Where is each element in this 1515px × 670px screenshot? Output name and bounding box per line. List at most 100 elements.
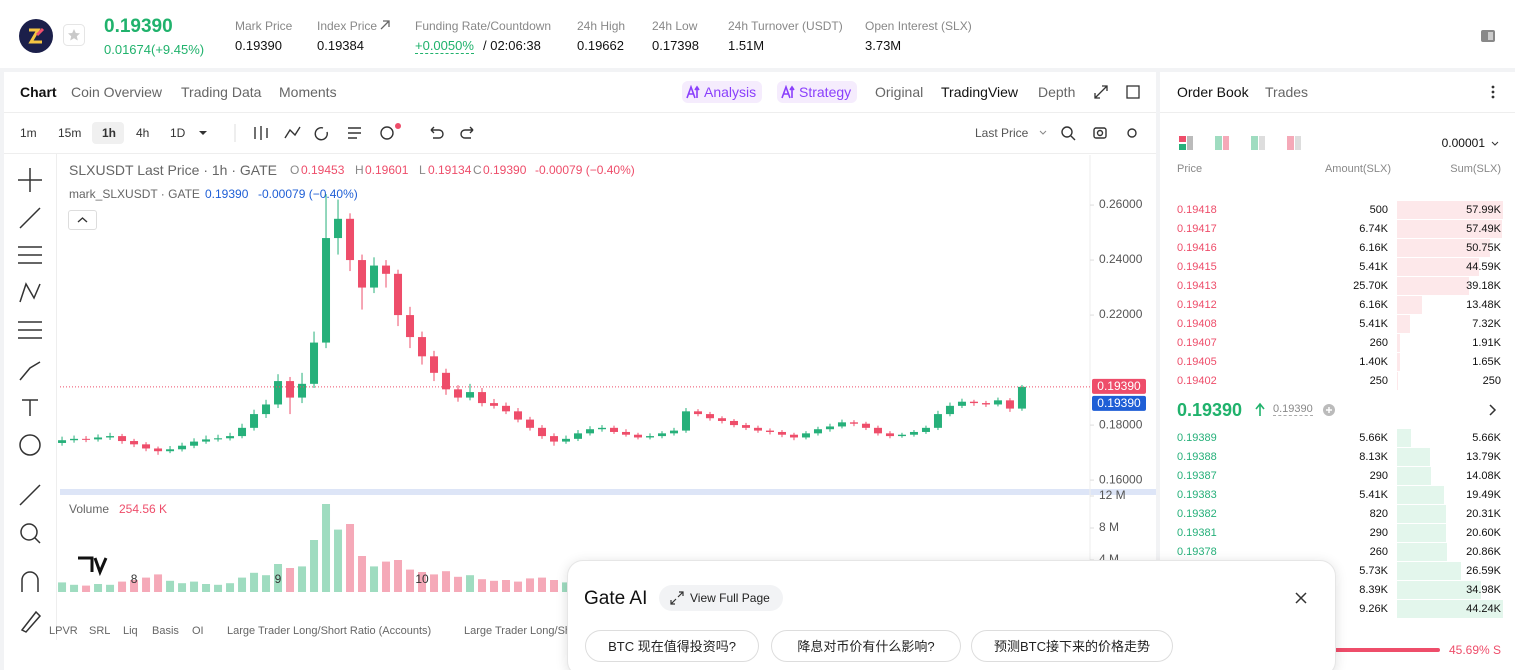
suggestion-chip[interactable]: BTC 现在值得投资吗? xyxy=(585,630,759,662)
suggestion-chip[interactable]: 降息对币价有什么影响? xyxy=(771,630,961,662)
volume-bar xyxy=(538,577,547,592)
candle-body xyxy=(705,414,714,419)
window-icons[interactable] xyxy=(1093,84,1143,100)
book-price: 0.19405 xyxy=(1177,355,1217,368)
interval[interactable]: 4h xyxy=(136,126,150,140)
volume-bar xyxy=(262,575,271,592)
book-price: 0.19418 xyxy=(1177,203,1217,216)
candle-body xyxy=(657,433,666,437)
external-link-icon[interactable] xyxy=(380,20,390,30)
volume-bar xyxy=(118,581,127,592)
suggestion-label: 降息对币价有什么影响? xyxy=(797,638,935,654)
candle-body xyxy=(262,404,271,415)
candle-body xyxy=(909,431,918,435)
chart-tab[interactable]: Chart xyxy=(20,84,57,100)
book-price: 0.19416 xyxy=(1177,241,1217,254)
book-sum: 13.48K xyxy=(1466,298,1501,311)
stat-value: 1.51M xyxy=(728,37,765,53)
depth-bar xyxy=(1397,562,1461,580)
depth-bar xyxy=(1397,467,1431,485)
view-tab[interactable]: Original xyxy=(875,84,924,100)
candle-body xyxy=(178,445,187,450)
suggestion-chip[interactable]: 预测BTC接下来的价格走势 xyxy=(971,630,1173,662)
volume-bar xyxy=(526,578,535,592)
interval[interactable]: 1m xyxy=(20,126,37,140)
legend-title: mark_SLXUSDT · GATE xyxy=(69,187,200,201)
book-tab[interactable]: Order Book xyxy=(1177,84,1249,100)
stat-value: 0.19662 xyxy=(577,37,624,53)
volume-bar xyxy=(238,577,247,592)
book-price: 0.19383 xyxy=(1177,488,1217,501)
candle-body xyxy=(538,427,547,437)
book-sum: 44.24K xyxy=(1466,602,1501,615)
volume-bar xyxy=(550,580,559,592)
candle-body xyxy=(226,436,235,439)
view-tab[interactable]: Strategy xyxy=(799,84,852,100)
volume-bar xyxy=(70,584,79,592)
view-tab[interactable]: Depth xyxy=(1038,84,1076,100)
toolbar-icons[interactable] xyxy=(195,122,1145,144)
legend-value: 254.56 K xyxy=(119,502,168,516)
precision[interactable]: 0.00001 xyxy=(1441,136,1485,150)
header-bar xyxy=(0,0,1515,68)
legend-value: L xyxy=(419,163,426,177)
indicator-tab[interactable]: OI xyxy=(192,624,204,637)
indicator-tab[interactable]: SRL xyxy=(89,624,111,637)
chart-tab[interactable]: Coin Overview xyxy=(71,84,163,100)
interval[interactable]: 15m xyxy=(58,126,82,140)
view-tab[interactable]: Analysis xyxy=(704,84,757,100)
candle-body xyxy=(502,405,511,412)
candle-body xyxy=(286,381,295,398)
stat-label: Index Price xyxy=(317,19,378,33)
legend-value: -0.00079 (−0.40%) xyxy=(535,163,635,177)
view-tab[interactable]: TradingView xyxy=(941,84,1019,100)
candle-body xyxy=(298,383,307,398)
suggestion-label: BTC 现在值得投资吗? xyxy=(608,638,736,654)
ai-icon xyxy=(781,85,795,99)
indicator-tab[interactable]: Large Trader Long/Short Ratio (Accounts) xyxy=(227,624,432,637)
indicator-tab[interactable]: LPVR xyxy=(49,624,78,637)
book-view-icons[interactable] xyxy=(1177,135,1507,151)
stat-value: 0.19384 xyxy=(317,37,364,53)
candle-body xyxy=(562,438,571,442)
candle-body xyxy=(777,431,786,435)
book-tab[interactable]: Trades xyxy=(1265,84,1309,100)
volume-bar xyxy=(322,504,331,592)
book-price: 0.19408 xyxy=(1177,317,1217,330)
more-menu[interactable] xyxy=(1489,84,1497,100)
book-mark-price: 0.19390 xyxy=(1273,402,1313,416)
gate-ai-panel: Gate AI View Full Page BTC 现在值得投资吗? 降息对币价有什… xyxy=(567,560,1336,670)
volume-tick-label: 8 M xyxy=(1099,520,1119,534)
layout-icon[interactable] xyxy=(1480,28,1496,44)
candle-body xyxy=(418,337,427,357)
legend-value: 0.19601 xyxy=(365,163,409,177)
price-source[interactable]: Last Price xyxy=(975,126,1029,140)
favorite-star[interactable] xyxy=(63,24,85,46)
view-full-page-button[interactable]: View Full Page xyxy=(659,585,783,611)
ai-icon xyxy=(686,85,700,99)
book-sum: 57.49K xyxy=(1466,222,1501,235)
volume-bar xyxy=(382,561,391,592)
volume-bar xyxy=(142,577,151,592)
divider xyxy=(4,153,1156,154)
volume-bar xyxy=(274,564,283,592)
ratio-label: 45.69% S xyxy=(1449,643,1502,657)
collapse-button[interactable] xyxy=(68,210,97,230)
divider xyxy=(56,154,57,640)
interval[interactable]: 1h xyxy=(102,126,117,140)
indicator-tab[interactable]: Liq xyxy=(123,624,138,637)
chart-tab[interactable]: Moments xyxy=(279,84,337,100)
mark-price-label: 0.19390 xyxy=(1097,396,1141,410)
close-button[interactable] xyxy=(1294,591,1308,605)
indicator-tab[interactable]: Large Trader Long/Sh xyxy=(464,624,572,637)
book-price: 0.19388 xyxy=(1177,450,1217,463)
interval[interactable]: 1D xyxy=(170,126,186,140)
depth-bar xyxy=(1397,524,1447,542)
indicator-tab[interactable]: Basis xyxy=(152,624,179,637)
candle-body xyxy=(370,265,379,288)
book-price: 0.19415 xyxy=(1177,260,1217,273)
chart-tab[interactable]: Trading Data xyxy=(181,84,262,100)
volume-bar xyxy=(190,581,199,592)
candle-body xyxy=(825,426,834,430)
